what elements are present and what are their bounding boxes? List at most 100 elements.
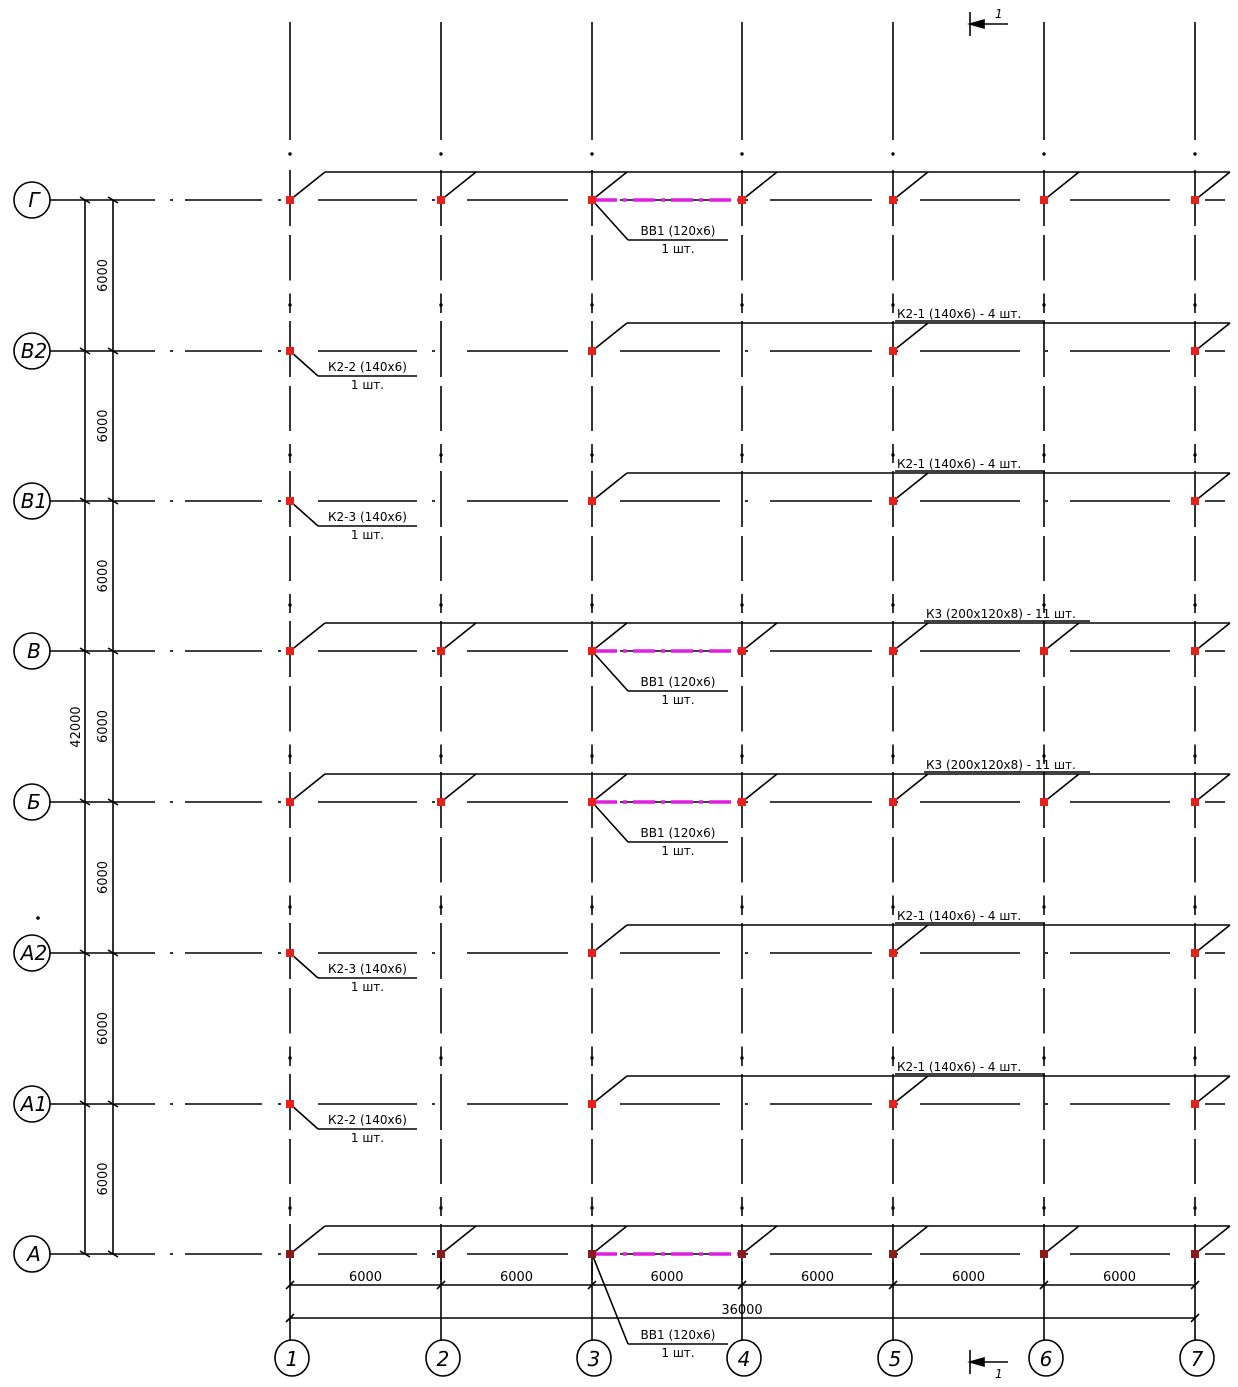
column-node	[889, 949, 897, 957]
axis-dot	[288, 905, 292, 909]
column-node	[588, 196, 596, 204]
axis-dot	[891, 754, 895, 758]
row-axis-label-4: Б	[27, 790, 41, 814]
axis-dot	[288, 1056, 292, 1060]
axis-dot	[1193, 905, 1197, 909]
column-node	[437, 798, 445, 806]
axis-dot	[439, 754, 443, 758]
braces	[595, 198, 740, 1256]
axis-dot	[590, 1056, 594, 1060]
column-node	[286, 497, 294, 505]
beam-outline	[591, 322, 628, 352]
column-node	[1040, 1250, 1048, 1258]
axis-dot	[1193, 603, 1197, 607]
row-axis-label-2: В1	[21, 489, 47, 513]
beam-outline	[1043, 622, 1080, 652]
axis-dot	[1193, 754, 1197, 758]
column-axis-label-6: 6	[1040, 1347, 1053, 1371]
column-node	[588, 647, 596, 655]
beam-outline	[1043, 1225, 1080, 1255]
axis-dot	[891, 1206, 895, 1210]
dim-tick	[436, 1280, 446, 1290]
column-bubble-2	[425, 1339, 461, 1377]
beam-outline	[591, 472, 628, 502]
beam-outline	[591, 1225, 628, 1255]
axis-dot	[1193, 1056, 1197, 1060]
axis-dot	[740, 603, 744, 607]
column-node	[1040, 798, 1048, 806]
axis-dot	[439, 905, 443, 909]
beam-outline	[591, 773, 628, 803]
row-note: К2-1 (140x6) - 4 шт.	[897, 1060, 1021, 1074]
section-arrow-head	[967, 1356, 985, 1368]
column-node	[437, 196, 445, 204]
beam-outline	[892, 1075, 929, 1105]
annotations: 1 2 3 4 5 6 7 Г В2 В1 В Б А2 А1 А 6000 6000 6000 6000 6000 6…	[19, 7, 1204, 1381]
horizontal-spacing-label: 6000	[952, 1270, 985, 1285]
horizontal-spacing-label: 6000	[801, 1270, 834, 1285]
horizontal-spacing-label: 6000	[349, 1270, 382, 1285]
column-node	[1040, 647, 1048, 655]
axis-dot	[439, 152, 443, 156]
column-bubble-5	[877, 1339, 913, 1377]
axis-dot	[891, 303, 895, 307]
leader-line	[591, 1253, 629, 1345]
axis-dot	[740, 303, 744, 307]
column-node	[588, 347, 596, 355]
leader-line	[289, 952, 319, 979]
axis-dot	[590, 905, 594, 909]
dim-tick	[888, 1280, 898, 1290]
leader-label-bottom: 1 шт.	[661, 693, 694, 707]
axis-dot	[1042, 453, 1046, 457]
horizontal-spacing-label: 6000	[1103, 1270, 1136, 1285]
column-node	[588, 1100, 596, 1108]
leader-line	[591, 801, 629, 843]
beam-outline	[440, 773, 477, 803]
beam-outline	[591, 622, 628, 652]
axis-dot	[590, 603, 594, 607]
axis-dot	[891, 453, 895, 457]
column-node	[738, 196, 746, 204]
leader-label-top: К2-3 (140x6)	[328, 510, 407, 524]
axis-dot	[590, 754, 594, 758]
vertical-spacing-label: 6000	[96, 1162, 111, 1195]
leader-label-bottom: 1 шт.	[351, 378, 384, 392]
axis-dot	[439, 303, 443, 307]
column-nodes	[286, 196, 1199, 1258]
column-node	[738, 647, 746, 655]
horizontal-spacing-label: 6000	[650, 1270, 683, 1285]
axis-dot	[1042, 152, 1046, 156]
column-axis-label-4: 4	[738, 1347, 751, 1371]
leader-label-top: К2-3 (140x6)	[328, 962, 407, 976]
beam-outline	[1194, 1225, 1231, 1255]
column-node	[738, 798, 746, 806]
beam-outline	[892, 1225, 929, 1255]
column-node	[738, 1250, 746, 1258]
row-note: К2-1 (140x6) - 4 шт.	[897, 307, 1021, 321]
vertical-spacing-label: 6000	[96, 861, 111, 894]
axis-dot	[1193, 303, 1197, 307]
beam-outline	[892, 773, 929, 803]
dim-tick	[285, 1280, 295, 1290]
column-node	[588, 1250, 596, 1258]
dim-tick	[1190, 1280, 1200, 1290]
beam-outline	[1194, 1075, 1231, 1105]
column-node	[1040, 196, 1048, 204]
beam-outline	[892, 622, 929, 652]
row-note: К2-1 (140x6) - 4 шт.	[897, 457, 1021, 471]
beam-outline	[1194, 773, 1231, 803]
beam-outline	[741, 171, 778, 201]
column-axis-label-1: 1	[286, 1347, 299, 1371]
column-axis-label-5: 5	[889, 1347, 902, 1371]
axis-dot	[740, 152, 744, 156]
axis-dot	[439, 453, 443, 457]
beam-outline	[289, 171, 326, 201]
axis-dot	[439, 603, 443, 607]
beam-outline	[1043, 773, 1080, 803]
column-bubble-1	[274, 1339, 310, 1377]
leader-line	[591, 199, 629, 241]
column-node	[1191, 1250, 1199, 1258]
axis-dot	[1193, 453, 1197, 457]
row-note: К2-1 (140x6) - 4 шт.	[897, 909, 1021, 923]
leader-label-bottom: 1 шт.	[661, 1346, 694, 1360]
